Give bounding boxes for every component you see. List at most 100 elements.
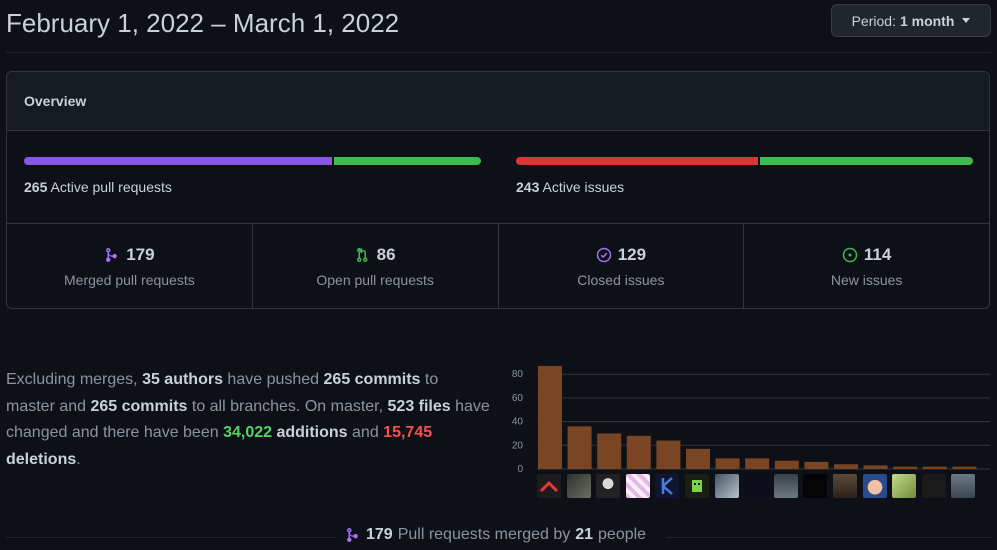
pixel-face-icon [692,480,702,492]
contributor-avatar[interactable] [596,474,621,498]
contributor-avatar[interactable] [744,474,769,498]
period-label: Period: [851,12,896,29]
people-count: 21 [575,526,594,543]
active-issues-count: 243 [516,179,540,195]
closed-count: 129 [617,244,647,264]
active-issues-block[interactable]: 243 Active issues [516,157,973,195]
active-pull-requests-block[interactable]: 265 Active pull requests [24,157,481,195]
additions-count: 34,022 [223,424,273,441]
summary-text: have changed and there have been [6,397,490,442]
footer-text: people [598,526,647,543]
contributor-avatar[interactable] [566,474,591,498]
active-pull-requests-count: 265 [24,179,48,195]
summary-text: to master and [6,371,439,415]
stat-closed-issues[interactable]: 129 Closed issues [499,224,745,308]
bar-1[interactable] [538,365,562,469]
stat-new-issues[interactable]: 114 New issues [744,224,989,308]
issue-opened-icon [842,247,858,262]
contributor-avatar[interactable] [773,474,798,498]
new-label: New issues [830,271,903,288]
summary-text: Excluding merges, [6,371,143,388]
merged-count: 179 [126,244,155,264]
bar-6[interactable] [686,448,710,469]
merged-by-footer: 179 Pull requests merged by 21 people [6,523,991,547]
contributor-avatar[interactable] [951,474,976,498]
deletions-word: deletions [6,450,77,468]
merged-count: 179 [366,526,393,543]
new-segment [760,157,973,165]
page-header: February 1, 2022 – March 1, 2022 Period:… [6,0,991,53]
commits-all-count: 265 commits [90,397,188,415]
stat-merged-pull-requests[interactable]: 179 Merged pull requests [7,224,253,308]
bar-3[interactable] [597,433,622,469]
merged-segment [24,157,333,165]
bar-9[interactable] [774,460,799,469]
overview-panel: Overview 265 Active pull requests 243 Ac… [6,71,990,309]
active-pull-requests-text: Active pull requests [50,179,172,195]
period-value: 1 month [899,12,955,29]
date-range-title: February 1, 2022 – March 1, 2022 [6,8,400,38]
summary-text: to all branches. On master, [187,397,388,415]
open-count: 86 [376,244,396,264]
pull-requests-progress-bar [24,157,481,165]
chart-svg: 0 20 40 60 80 [512,365,990,475]
deletions-count: 15,745 [383,424,433,441]
bar-12[interactable] [863,465,888,469]
issues-progress-bar [516,157,973,165]
summary-text: . [76,450,81,468]
files-count: 523 files [387,397,451,415]
contributor-avatar[interactable] [921,474,946,498]
bar-13[interactable] [893,466,918,469]
bar-15[interactable] [952,466,977,469]
bar-10[interactable] [804,461,829,469]
bar-14[interactable] [922,466,947,469]
commits-bar-chart: 0 20 40 60 80 [500,352,992,502]
caret-down-icon [962,18,971,23]
merged-by-text: 179 Pull requests merged by 21 people [339,523,653,547]
bar-7[interactable] [715,458,740,469]
open-segment [334,157,481,165]
issue-closed-icon [596,247,611,262]
active-issues-text: Active issues [542,179,625,195]
overview-title: Overview [7,72,989,131]
merged-label: Merged pull requests [64,271,195,288]
git-merge-icon [106,247,118,262]
contributor-avatar[interactable] [537,474,561,498]
bar-2[interactable] [567,426,592,469]
new-count: 114 [863,244,892,264]
bar-8[interactable] [745,458,770,469]
bar-11[interactable] [834,464,858,469]
stat-open-pull-requests[interactable]: 86 Open pull requests [253,224,499,308]
active-pull-requests-label: 265 Active pull requests [24,179,481,195]
contributor-avatar[interactable] [803,474,828,498]
git-merge-icon [347,527,358,543]
y-tick-label: 0 [517,464,523,475]
contributor-avatar[interactable] [655,474,680,498]
y-tick-label: 40 [512,417,524,428]
open-label: Open pull requests [316,271,434,288]
contributor-avatar[interactable] [685,474,709,498]
y-tick-label: 60 [512,393,524,404]
summary-text: and [347,424,384,441]
contributor-avatar[interactable] [625,474,650,498]
authors-count[interactable]: 35 authors [142,371,223,388]
contributor-avatar[interactable] [892,474,917,498]
y-tick-label: 80 [512,369,524,380]
y-tick-label: 20 [512,440,524,451]
footer-text: Pull requests merged by [397,526,571,543]
chevron-up-icon [539,480,559,493]
additions-word: additions [272,424,348,441]
letter-k-icon [661,477,674,495]
contributor-avatar[interactable] [833,474,857,498]
period-select-button[interactable]: Period: 1 month [831,4,991,37]
bar-4[interactable] [626,435,651,469]
active-issues-label: 243 Active issues [516,179,973,195]
closed-segment [516,157,759,165]
summary-text: have pushed [222,371,324,388]
closed-label: Closed issues [577,271,665,288]
contributor-avatar[interactable] [714,474,739,498]
git-pull-request-icon [356,247,368,262]
contributor-avatar[interactable] [862,474,887,498]
overview-bars: 265 Active pull requests 243 Active issu… [7,131,989,224]
bar-5[interactable] [656,440,681,469]
